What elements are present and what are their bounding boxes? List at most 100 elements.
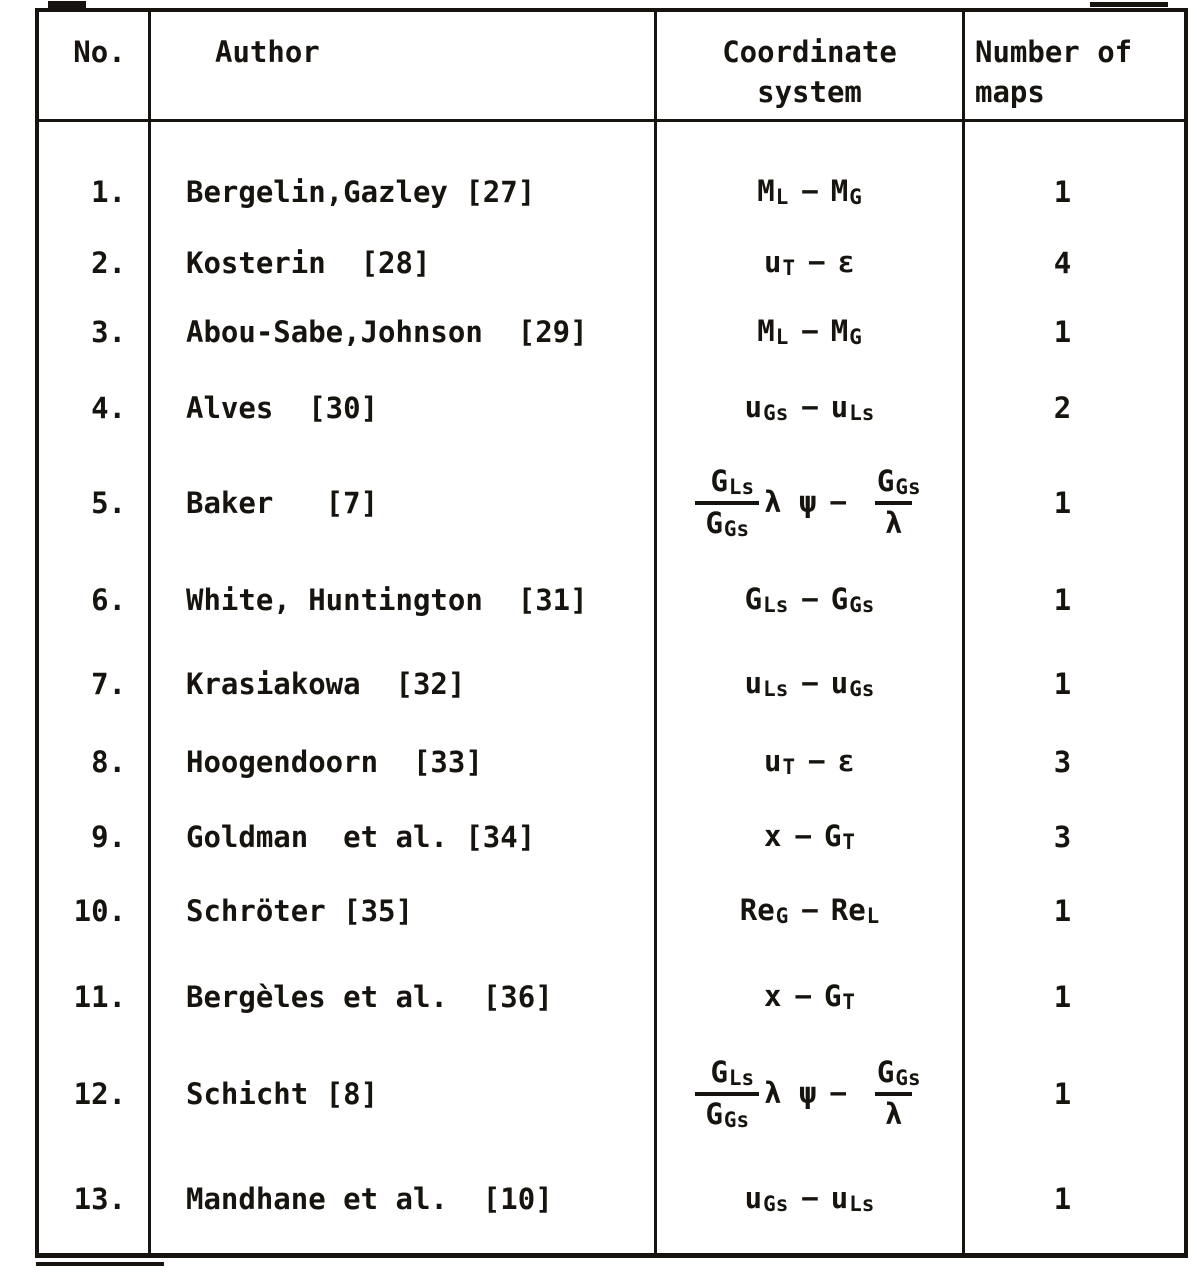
fraction: G Gs λ — [864, 465, 924, 540]
symbol: x — [764, 819, 782, 854]
symbol: λ ψ — [764, 1076, 817, 1111]
header-coordinate-line1: Coordinate — [722, 35, 897, 69]
row-number: 2. — [39, 228, 151, 298]
author-cell: Baker [7] — [151, 451, 657, 555]
row-number: 4. — [39, 365, 151, 451]
maps-count: 1 — [1053, 175, 1072, 209]
header-maps-line2: maps — [975, 75, 1045, 110]
minus-dash: − — [808, 245, 825, 280]
coordinate-formula: x − G T — [657, 949, 965, 1044]
maps-count: 4 — [1053, 246, 1072, 280]
row-number: 7. — [39, 645, 151, 723]
row-number: 9. — [39, 801, 151, 873]
symbol: ε — [837, 744, 855, 779]
fraction: G Gs λ — [864, 1056, 924, 1131]
author-cell: Mandhane et al. [10] — [151, 1144, 657, 1253]
coordinate-formula: x − G T — [657, 801, 965, 873]
author-cell: White, Huntington [31] — [151, 555, 657, 645]
symbol-with-subscript: u Gs — [744, 1180, 789, 1216]
maps-count: 1 — [1053, 583, 1072, 617]
scan-artifact — [36, 1262, 164, 1266]
subscript: L — [866, 904, 880, 929]
coordinate-formula: G Ls G Gs λ ψ − G Gs λ — [657, 1044, 965, 1144]
maps-count: 3 — [1053, 820, 1072, 854]
symbol: x — [764, 978, 782, 1013]
author-cell: Schröter [35] — [151, 873, 657, 949]
authors-maps-table: No. Author Coordinate system Number of m… — [35, 8, 1188, 1258]
minus-dash: − — [801, 893, 818, 928]
fraction-denominator: λ — [874, 1092, 913, 1131]
fraction-denominator: G Gs — [695, 1092, 760, 1133]
minus-dash: − — [829, 485, 846, 520]
symbol-with-subscript: u Ls — [744, 666, 789, 702]
symbol-with-subscript: G Gs — [876, 1055, 921, 1091]
coordinate-formula: G Ls G Gs λ ψ − G Gs λ — [657, 451, 965, 555]
fraction-numerator: G Ls — [702, 1055, 762, 1092]
header-number-of-maps: Number of maps — [965, 12, 1184, 122]
author-cell: Schicht [8] — [151, 1044, 657, 1144]
symbol-with-subscript: Re G — [739, 893, 789, 929]
row-number: 13. — [39, 1144, 151, 1253]
fraction-denominator: λ — [874, 501, 913, 540]
subscript: G — [849, 185, 862, 210]
header-no: No. — [39, 12, 151, 122]
coordinate-formula: u Gs − u Ls — [657, 365, 965, 451]
symbol-with-subscript: u Ls — [830, 390, 875, 426]
subscript: Ls — [763, 593, 789, 618]
row-number: 3. — [39, 298, 151, 365]
subscript: T — [782, 755, 796, 780]
author-cell: Kosterin [28] — [151, 228, 657, 298]
subscript: Gs — [723, 517, 750, 542]
fraction-numerator: G Gs — [869, 1055, 929, 1092]
subscript: L — [775, 185, 789, 210]
maps-count: 1 — [1053, 1181, 1072, 1216]
minus-dash: − — [794, 819, 811, 854]
coordinate-formula: M L − M G — [657, 122, 965, 228]
symbol-with-subscript: G Ls — [710, 464, 755, 500]
symbol-with-subscript: u Gs — [830, 666, 875, 702]
minus-dash: − — [801, 174, 818, 209]
maps-count: 2 — [1053, 391, 1072, 425]
row-number: 11. — [39, 949, 151, 1044]
subscript: Ls — [728, 475, 755, 500]
author-cell: Alves [30] — [151, 365, 657, 451]
author-cell: Bergèles et al. [36] — [151, 949, 657, 1044]
subscript: Gs — [895, 1066, 921, 1091]
header-coordinate-system: Coordinate system — [657, 12, 965, 122]
author-cell: Krasiakowa [32] — [151, 645, 657, 723]
minus-dash: − — [801, 1180, 818, 1215]
maps-count: 3 — [1053, 745, 1072, 779]
symbol: λ — [884, 506, 903, 540]
symbol-with-subscript: Re L — [830, 893, 880, 929]
subscript: G — [849, 324, 862, 349]
symbol-with-subscript: G Ls — [710, 1055, 755, 1091]
subscript: Gs — [849, 593, 875, 618]
coordinate-formula: M L − M G — [657, 298, 965, 365]
minus-dash: − — [801, 582, 818, 617]
row-number: 10. — [39, 873, 151, 949]
minus-dash: − — [829, 1076, 846, 1111]
coordinate-formula: u T − ε — [657, 228, 965, 298]
row-number: 8. — [39, 723, 151, 801]
fraction-numerator: G Gs — [869, 465, 929, 501]
minus-dash: − — [801, 390, 818, 425]
symbol-with-subscript: G Gs — [705, 506, 750, 542]
maps-count: 1 — [1053, 314, 1072, 349]
subscript: Gs — [723, 1108, 750, 1133]
scan-artifact — [1090, 2, 1168, 7]
maps-count: 1 — [1053, 667, 1072, 701]
symbol-with-subscript: u Ls — [830, 1180, 875, 1216]
header-maps-line1: Number of — [975, 35, 1133, 69]
author-cell: Bergelin,Gazley [27] — [151, 122, 657, 228]
symbol-with-subscript: G Ls — [744, 582, 789, 618]
symbol-with-subscript: G Gs — [705, 1097, 750, 1133]
